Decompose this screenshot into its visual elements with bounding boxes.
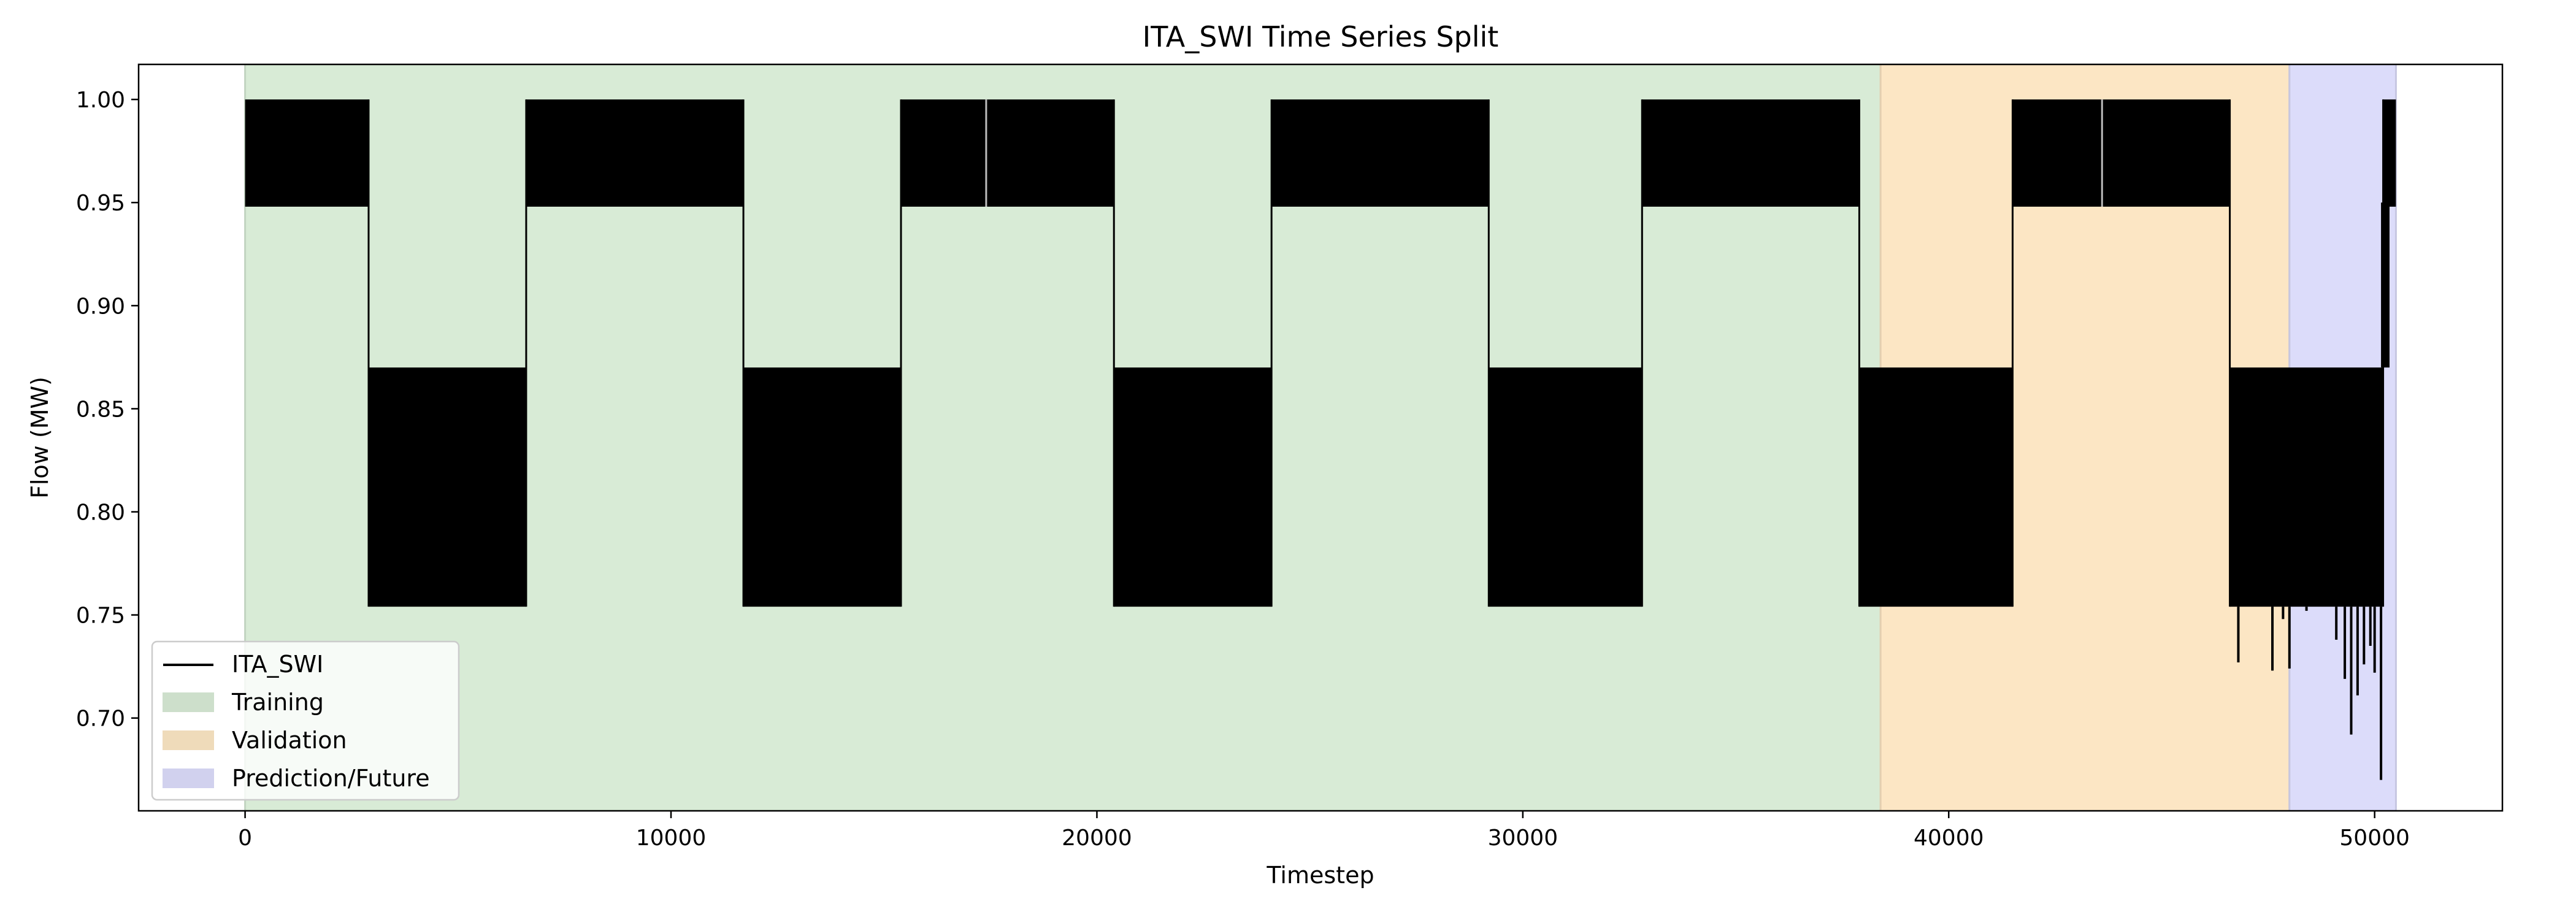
series-block-8 <box>1642 99 1860 207</box>
legend-swatch-training <box>163 692 214 712</box>
series-block-4 <box>901 99 1114 207</box>
y-tick-label-4: 0.90 <box>76 294 125 319</box>
series-block-3 <box>743 367 902 607</box>
x-tick-label-1: 10000 <box>636 826 707 851</box>
series-block-10 <box>2012 99 2230 207</box>
series-ita-swi <box>245 99 2396 780</box>
series-block-6 <box>1271 99 1489 207</box>
series-block-0 <box>245 99 369 207</box>
x-tick-label-4: 40000 <box>1914 826 1984 851</box>
series-block-11 <box>2229 367 2383 607</box>
y-axis: 0.70 0.75 0.80 0.85 0.90 0.95 1.00 <box>76 88 139 732</box>
series-block-2 <box>526 99 744 207</box>
series-block-9 <box>1859 367 2013 607</box>
y-tick-label-2: 0.80 <box>76 500 125 526</box>
legend-swatch-prediction-future <box>163 769 214 788</box>
legend-label-ita-swi: ITA_SWI <box>232 651 323 678</box>
y-axis-label: Flow (MW) <box>26 377 53 499</box>
y-tick-label-3: 0.85 <box>76 397 125 422</box>
legend: ITA_SWI Training Validation Prediction/Futu… <box>151 640 460 801</box>
series-block-12 <box>2383 99 2396 207</box>
legend-label-validation: Validation <box>232 727 347 754</box>
y-tick-label-0: 0.70 <box>76 707 125 732</box>
x-tick-label-0: 0 <box>238 826 252 851</box>
y-tick-label-5: 0.95 <box>76 191 125 216</box>
series-tail-block <box>2381 202 2390 368</box>
series-block-7 <box>1489 367 1643 607</box>
x-tick-label-2: 20000 <box>1062 826 1132 851</box>
x-axis: 0 10000 20000 30000 40000 50000 <box>238 811 2410 851</box>
series-block-5 <box>1114 367 1272 607</box>
chart-title: ITA_SWI Time Series Split <box>1143 20 1499 53</box>
plot-area-frame <box>137 63 2504 812</box>
legend-label-prediction-future: Prediction/Future <box>232 765 430 792</box>
x-tick-label-5: 50000 <box>2339 826 2410 851</box>
legend-box <box>151 640 460 801</box>
legend-swatch-validation <box>163 730 214 750</box>
y-tick-label-1: 0.75 <box>76 604 125 629</box>
series-block-1 <box>368 367 526 607</box>
y-tick-label-6: 1.00 <box>76 88 125 113</box>
x-tick-label-3: 30000 <box>1488 826 1558 851</box>
legend-label-training: Training <box>231 689 324 716</box>
x-axis-label: Timestep <box>1266 862 1374 889</box>
